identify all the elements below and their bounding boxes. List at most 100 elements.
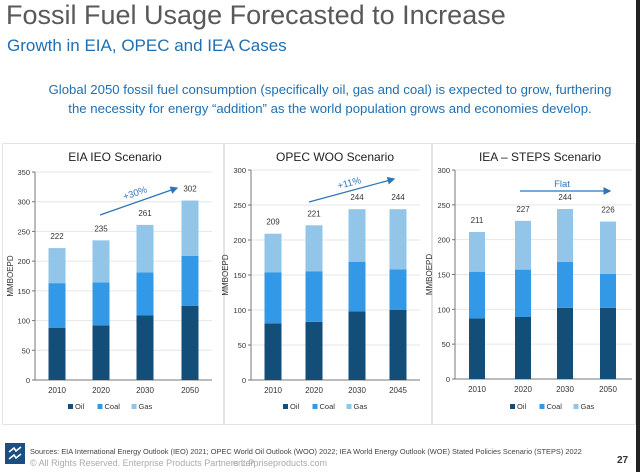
legend-swatch-gas: [131, 404, 137, 409]
x-tick-label: 2045: [389, 386, 407, 395]
bar-oil: [557, 307, 573, 379]
total-label: 222: [50, 232, 64, 241]
y-tick-label: 50: [238, 341, 246, 350]
y-tick-label: 50: [22, 346, 30, 355]
bar-oil: [515, 316, 531, 379]
legend-label: Coal: [105, 402, 121, 411]
y-tick-label: 100: [233, 306, 246, 315]
x-tick-label: 2030: [136, 386, 154, 395]
total-label: 227: [516, 205, 530, 214]
trend-annotation: +30%: [122, 184, 149, 203]
chart-panel-iea: [432, 143, 636, 425]
bar-gas: [469, 232, 485, 272]
bar-gas: [600, 221, 616, 274]
bar-gas: [348, 209, 366, 262]
y-tick-label: 300: [437, 166, 450, 175]
y-axis-label: MMBOEPD: [425, 254, 434, 296]
legend-label: Oil: [290, 402, 300, 411]
y-tick-label: 0: [26, 376, 30, 385]
bar-oil: [92, 325, 110, 380]
total-label: 221: [307, 209, 321, 218]
bar-coal: [48, 283, 66, 328]
legend-swatch-coal: [312, 404, 318, 409]
bar-oil: [389, 310, 407, 380]
y-tick-label: 200: [437, 236, 450, 245]
bar-coal: [181, 255, 199, 306]
total-label: 261: [138, 209, 152, 218]
legend-swatch-coal: [539, 404, 545, 409]
legend-swatch-oil: [283, 404, 288, 409]
total-label: 244: [391, 193, 405, 202]
trend-arrow: [99, 186, 179, 216]
legend-label: Gas: [581, 402, 595, 411]
legend-swatch-oil: [68, 404, 73, 409]
bar-coal: [557, 261, 573, 308]
right-edge-bar: [636, 0, 640, 472]
bar-oil: [136, 315, 154, 380]
bar-gas: [389, 209, 407, 270]
total-label: 226: [601, 206, 615, 215]
website-link[interactable]: enterpriseproducts.com: [233, 458, 328, 468]
x-tick-label: 2030: [556, 385, 574, 394]
y-tick-label: 100: [17, 317, 30, 326]
bar-coal: [92, 282, 110, 326]
sources-text: Sources: EIA International Energy Outloo…: [30, 447, 582, 456]
x-tick-label: 2010: [48, 386, 66, 395]
y-tick-label: 0: [446, 375, 450, 384]
bar-oil: [600, 307, 616, 379]
bar-gas: [264, 233, 282, 273]
bar-oil: [305, 321, 323, 380]
bar-coal: [348, 261, 366, 312]
bar-gas: [515, 220, 531, 270]
bar-coal: [600, 273, 616, 308]
y-tick-label: 150: [17, 287, 30, 296]
legend-label: Coal: [320, 402, 336, 411]
legend-label: Coal: [547, 402, 563, 411]
bar-gas: [557, 209, 573, 262]
page-number: 27: [617, 455, 629, 466]
bar-coal: [136, 272, 154, 316]
legend-label: Gas: [354, 402, 368, 411]
y-axis-label: MMBOEPD: [221, 254, 230, 296]
chart-title: OPEC WOO Scenario: [276, 150, 394, 164]
legend-swatch-coal: [97, 404, 103, 409]
bar-gas: [136, 224, 154, 273]
chart-panel-eia: [2, 143, 224, 425]
legend-swatch-oil: [510, 404, 515, 409]
y-tick-label: 0: [242, 376, 246, 385]
body-text: Global 2050 fossil fuel consumption (spe…: [48, 82, 612, 116]
enterprise-logo: [5, 443, 25, 468]
bar-oil: [181, 305, 199, 380]
bar-oil: [48, 327, 66, 380]
bar-oil: [264, 323, 282, 380]
bar-coal: [389, 269, 407, 310]
slide-subtitle: Growth in EIA, OPEC and IEA Cases: [7, 36, 287, 55]
total-label: 302: [183, 185, 197, 194]
x-tick-label: 2020: [92, 386, 110, 395]
legend-label: Oil: [75, 402, 85, 411]
legend-label: Oil: [517, 402, 527, 411]
bar-oil: [348, 311, 366, 380]
bar-coal: [515, 269, 531, 317]
y-tick-label: 50: [442, 340, 450, 349]
x-tick-label: 2010: [468, 385, 486, 394]
total-label: 244: [350, 193, 364, 202]
chart-panel-opec: [224, 143, 432, 425]
y-tick-label: 200: [17, 257, 30, 266]
x-tick-label: 2010: [264, 386, 282, 395]
y-tick-label: 250: [17, 227, 30, 236]
total-label: 209: [266, 218, 280, 227]
bar-coal: [469, 271, 485, 319]
bar-gas: [92, 240, 110, 283]
x-tick-label: 2050: [181, 386, 199, 395]
trend-arrow: [308, 176, 396, 203]
y-tick-label: 250: [437, 201, 450, 210]
total-label: 244: [558, 193, 572, 202]
x-tick-label: 2020: [514, 385, 532, 394]
trend-annotation: +11%: [336, 175, 362, 192]
total-label: 235: [94, 224, 108, 233]
bar-coal: [264, 272, 282, 324]
y-tick-label: 150: [437, 271, 450, 280]
y-tick-label: 300: [233, 166, 246, 175]
